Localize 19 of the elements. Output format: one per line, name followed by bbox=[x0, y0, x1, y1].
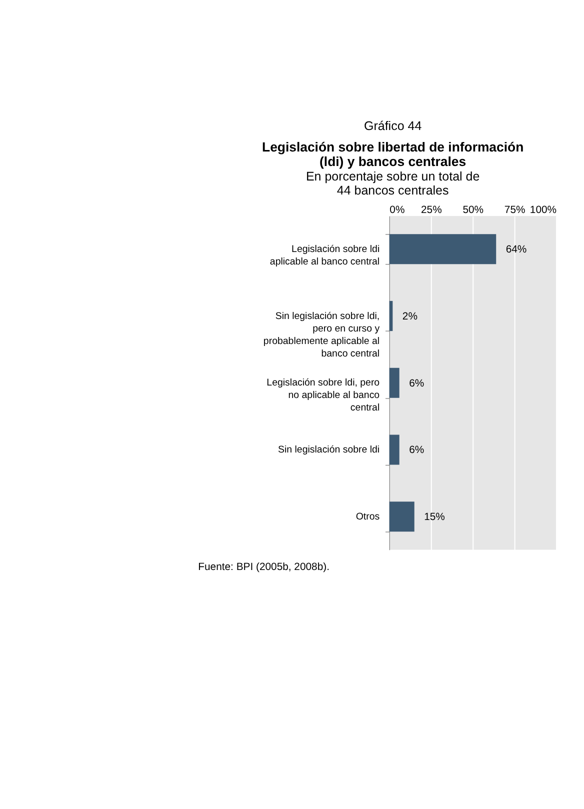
source-note: Fuente: BPI (2005b, 2008b). bbox=[198, 562, 330, 573]
x-tick-label: 50% bbox=[462, 204, 484, 216]
data-label: 64% bbox=[506, 244, 527, 256]
y-tick-label: Sin legislación sobre ldi bbox=[278, 444, 380, 456]
data-label: 2% bbox=[402, 311, 418, 322]
x-tick-label: 0% bbox=[390, 204, 405, 216]
x-tick-label: 100% bbox=[530, 204, 557, 216]
data-label: 15% bbox=[424, 512, 445, 524]
chart-subtitle: En porcentaje sobre un total de 44 bancos centrales bbox=[306, 170, 480, 198]
y-tick-label: Legislación sobre ldi aplicable al banco central bbox=[270, 244, 380, 268]
y-tick-label: Otros bbox=[356, 511, 380, 522]
data-label: 6% bbox=[409, 445, 424, 456]
chart-title: Legislación sobre libertad de información (ldi) y bancos centrales bbox=[262, 139, 524, 169]
x-tick-label: 25% bbox=[420, 204, 442, 216]
text: Gráfico 44 bbox=[364, 118, 422, 133]
x-tick-label: 75% bbox=[504, 204, 526, 216]
y-tick-label: Legislación sobre ldi, pero no aplicable al banco central bbox=[266, 378, 380, 414]
data-label: 6% bbox=[409, 378, 424, 390]
y-tick-label: Sin legislación sobre ldi, pero en curso y probablemente aplicable al banco central bbox=[263, 310, 380, 360]
